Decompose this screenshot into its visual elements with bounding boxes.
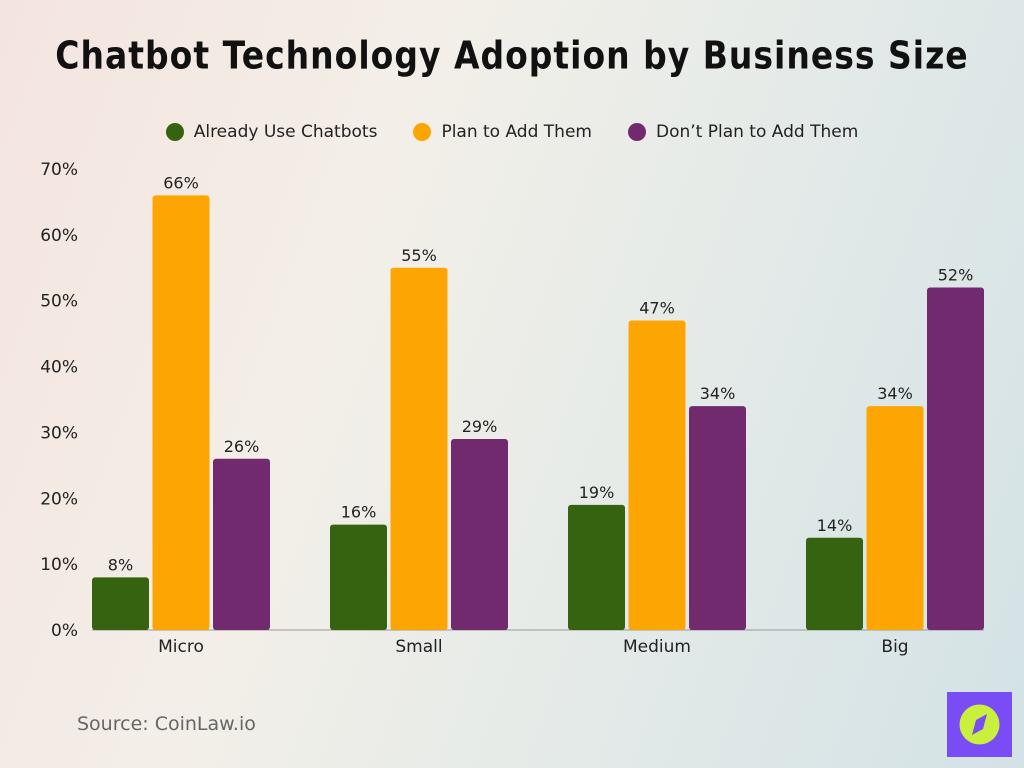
legend-label: Plan to Add Them <box>441 122 592 142</box>
data-label: 47% <box>639 298 675 317</box>
y-tick-label: 40% <box>40 358 78 378</box>
x-tick-label: Micro <box>158 637 204 657</box>
data-label: 8% <box>108 555 133 574</box>
legend: Already Use Chatbots Plan to Add Them Do… <box>0 122 1024 142</box>
bar <box>390 267 448 630</box>
data-label: 34% <box>700 384 736 403</box>
bar <box>806 537 863 630</box>
y-tick-label: 0% <box>51 621 78 641</box>
chart-title: Chatbot Technology Adoption by Business … <box>55 33 969 78</box>
bar <box>330 524 387 630</box>
legend-label: Don’t Plan to Add Them <box>655 122 859 142</box>
compass-icon <box>959 704 1000 745</box>
legend-swatch <box>165 123 184 141</box>
legend-item-already-use: Already Use Chatbots <box>165 122 378 142</box>
y-tick-label: 70% <box>40 160 78 180</box>
data-label: 52% <box>938 266 974 285</box>
data-label: 19% <box>579 483 615 502</box>
data-label: 26% <box>224 437 260 456</box>
bar <box>152 195 210 631</box>
x-tick-label: Medium <box>623 637 691 657</box>
x-tick-label: Small <box>395 637 442 657</box>
data-label: 16% <box>341 503 377 522</box>
bar <box>92 577 149 630</box>
legend-label: Already Use Chatbots <box>193 122 378 142</box>
y-tick-label: 10% <box>40 555 78 575</box>
legend-item-dont-plan: Don’t Plan to Add Them <box>627 122 859 142</box>
logo <box>947 692 1012 757</box>
bar <box>866 406 924 630</box>
y-tick-label: 60% <box>40 226 78 246</box>
legend-item-plan-to-add: Plan to Add Them <box>413 122 592 142</box>
data-label: 66% <box>163 173 199 192</box>
data-label: 34% <box>877 384 913 403</box>
legend-swatch <box>627 123 646 141</box>
bar <box>927 287 984 630</box>
bar <box>568 504 625 630</box>
bar <box>689 406 746 630</box>
x-tick-label: Big <box>881 637 908 657</box>
y-tick-label: 20% <box>40 489 78 509</box>
bar <box>628 320 686 630</box>
legend-swatch <box>413 123 432 141</box>
bar <box>213 458 270 630</box>
data-label: 14% <box>817 516 853 535</box>
y-tick-label: 30% <box>40 423 78 443</box>
data-label: 55% <box>401 246 437 265</box>
source-text: Source: CoinLaw.io <box>77 713 256 735</box>
data-label: 29% <box>462 417 498 436</box>
y-tick-label: 50% <box>40 292 78 312</box>
bar <box>451 439 508 630</box>
